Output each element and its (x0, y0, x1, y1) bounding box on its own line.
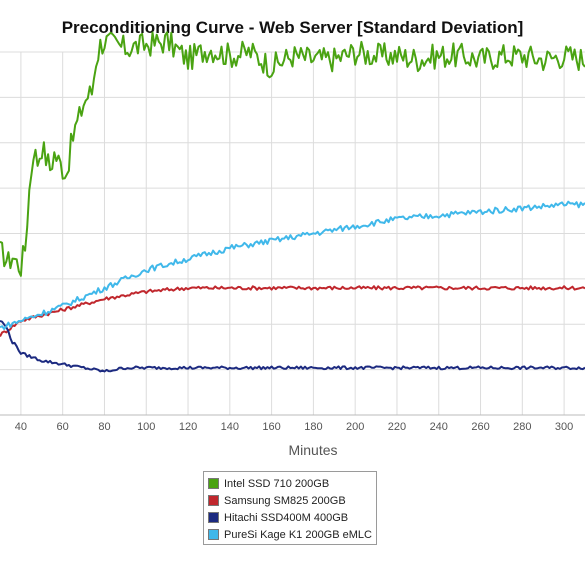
x-tick-label: 80 (98, 421, 110, 433)
series-line-1 (0, 31, 585, 277)
x-tick-label: 160 (262, 421, 280, 433)
x-tick-label: 140 (221, 421, 239, 433)
legend-swatch (208, 512, 219, 523)
legend-swatch (208, 495, 219, 506)
series-line-2 (0, 285, 585, 337)
legend-label: Samsung SM825 200GB (224, 494, 346, 507)
x-tick-label: 120 (179, 421, 197, 433)
legend-label: Intel SSD 710 200GB (224, 477, 330, 490)
x-tick-label: 100 (137, 421, 155, 433)
legend-item: Hitachi SSD400M 400GB (208, 509, 376, 526)
legend-swatch (208, 478, 219, 489)
x-tick-label: 260 (471, 421, 489, 433)
chart-title: Preconditioning Curve - Web Server [Stan… (61, 18, 524, 37)
x-tick-label: 60 (57, 421, 69, 433)
x-tick-label: 180 (304, 421, 322, 433)
legend-label: PureSi Kage K1 200GB eMLC (224, 528, 372, 541)
x-tick-label: 40 (15, 421, 27, 433)
series-line-3 (0, 320, 585, 373)
x-axis-label: Minutes (288, 442, 337, 458)
legend-item: PureSi Kage K1 200GB eMLC (208, 526, 376, 543)
x-tick-label: 300 (555, 421, 573, 433)
legend-item: Intel SSD 710 200GB (208, 475, 376, 492)
x-tick-label: 200 (346, 421, 364, 433)
x-tick-label: 280 (513, 421, 531, 433)
legend-label: Hitachi SSD400M 400GB (224, 511, 349, 524)
x-tick-label: 220 (388, 421, 406, 433)
series-line-4 (0, 200, 585, 330)
legend-item: Samsung SM825 200GB (208, 492, 376, 509)
legend-swatch (208, 529, 219, 540)
chart-legend: Intel SSD 710 200GB Samsung SM825 200GB Hi… (203, 471, 377, 545)
x-tick-label: 240 (430, 421, 448, 433)
